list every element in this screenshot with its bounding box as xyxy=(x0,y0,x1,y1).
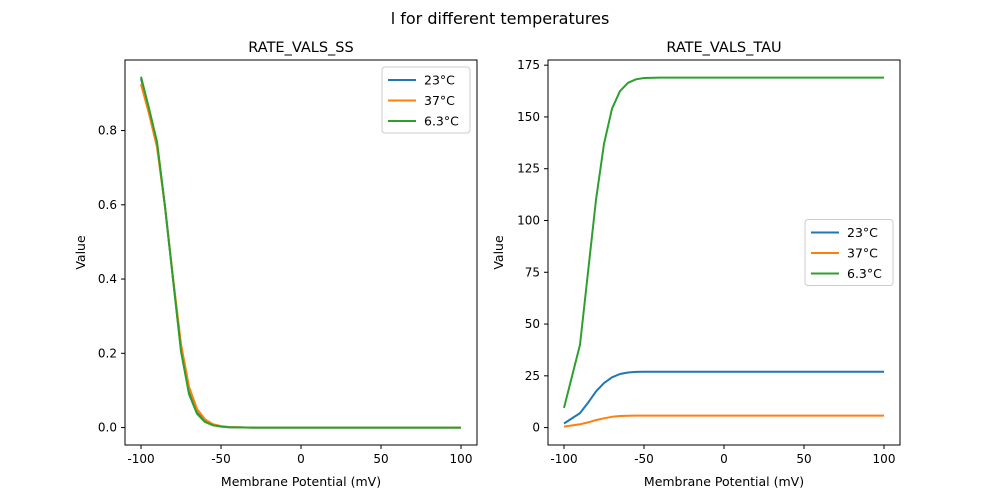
series-line-23°C xyxy=(563,370,884,425)
subplot-2: RATE_VALS_TAU -100 -50 0 50 100 0 25 50 75 100 125 1… xyxy=(491,40,901,489)
y-tick-label: 0.0 xyxy=(98,421,117,435)
legend: 23°C 37°C 6.3°C xyxy=(381,66,471,134)
y-tick-label: 0.2 xyxy=(98,346,117,360)
figure-suptitle: l for different temperatures xyxy=(391,9,610,28)
y-tick-label: 125 xyxy=(517,162,540,176)
y-tick-label: 25 xyxy=(525,369,540,383)
legend: 23°C 37°C 6.3°C xyxy=(804,219,894,286)
legend-label: 23°C xyxy=(424,73,455,88)
y-tick-label: 100 xyxy=(517,214,540,228)
x-tick-label: -50 xyxy=(211,452,231,466)
series-line-6.3°C xyxy=(140,76,461,429)
series-line-6.3°C xyxy=(563,76,884,409)
y-tick-label: 75 xyxy=(525,265,540,279)
legend-label: 37°C xyxy=(847,246,878,261)
y-axis-label: Value xyxy=(491,235,506,270)
x-tick-label: 100 xyxy=(873,452,896,466)
x-tick-label: -100 xyxy=(127,452,154,466)
x-tick-label: -100 xyxy=(550,452,577,466)
x-tick-label: -50 xyxy=(634,452,654,466)
subplot-1: RATE_VALS_SS -100 -50 0 50 100 0.0 0.2 0.4 0.6 0.8… xyxy=(73,40,478,489)
x-tick-label: 0 xyxy=(720,452,728,466)
x-axis-label: Membrane Potential (mV) xyxy=(644,474,804,489)
legend-label: 6.3°C xyxy=(424,114,459,129)
legend-label: 6.3°C xyxy=(847,266,882,281)
subplot-title: RATE_VALS_TAU xyxy=(666,40,781,56)
legend-label: 37°C xyxy=(424,93,455,108)
x-tick-label: 100 xyxy=(450,452,473,466)
y-tick-label: 150 xyxy=(517,110,540,124)
y-tick-label: 0.4 xyxy=(98,272,117,286)
series-line-37°C xyxy=(563,414,884,428)
legend-label: 23°C xyxy=(847,225,878,240)
x-axis-label: Membrane Potential (mV) xyxy=(221,474,381,489)
x-tick-label: 50 xyxy=(796,452,811,466)
y-tick-label: 0.6 xyxy=(98,198,117,212)
y-tick-label: 175 xyxy=(517,58,540,72)
series-line-37°C xyxy=(140,83,461,429)
x-tick-label: 50 xyxy=(373,452,388,466)
y-axis-label: Value xyxy=(73,235,88,270)
x-tick-label: 0 xyxy=(297,452,305,466)
y-tick-label: 50 xyxy=(525,317,540,331)
y-tick-label: 0 xyxy=(532,421,540,435)
subplot-title: RATE_VALS_SS xyxy=(248,40,353,56)
y-tick-label: 0.8 xyxy=(98,124,117,138)
legend-box xyxy=(804,219,894,286)
legend-box xyxy=(381,66,471,134)
